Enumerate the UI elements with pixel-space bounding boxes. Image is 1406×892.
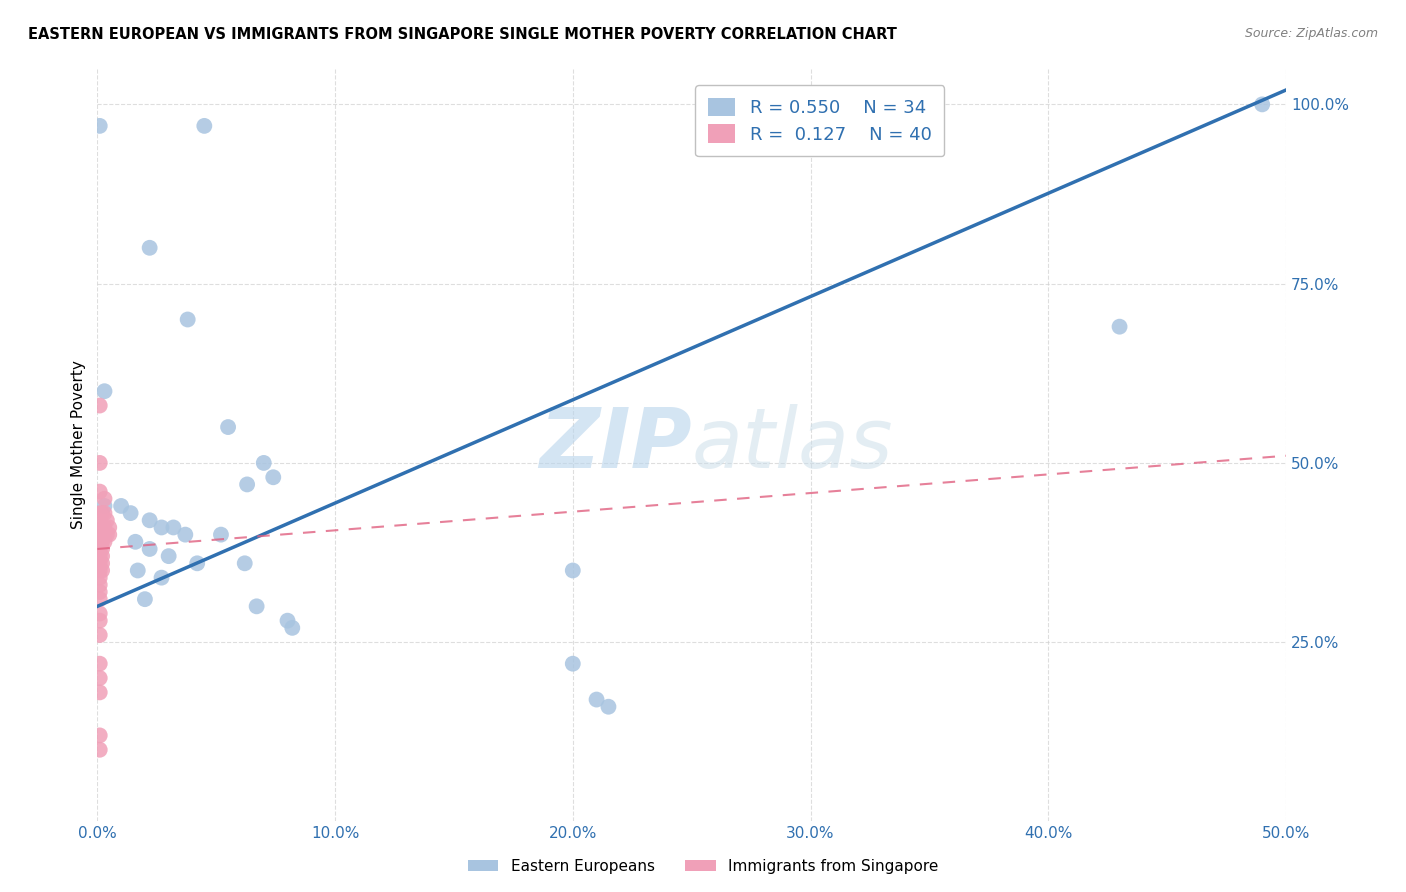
- Point: [89, 571, 111, 585]
- Text: atlas: atlas: [692, 404, 893, 485]
- Point: [176, 312, 198, 326]
- Point: [93, 527, 115, 541]
- Point: [89, 657, 111, 671]
- Point: [93, 491, 115, 506]
- Point: [120, 506, 142, 520]
- Point: [93, 534, 115, 549]
- Point: [1108, 319, 1130, 334]
- Point: [89, 119, 111, 133]
- Point: [89, 456, 111, 470]
- Point: [89, 541, 111, 556]
- Point: [186, 557, 208, 571]
- Point: [89, 549, 111, 563]
- Point: [127, 564, 149, 578]
- Point: [262, 470, 284, 484]
- Point: [98, 520, 121, 534]
- Point: [561, 657, 583, 671]
- Y-axis label: Single Mother Poverty: Single Mother Poverty: [72, 360, 86, 530]
- Point: [93, 384, 115, 399]
- Point: [96, 513, 118, 527]
- Point: [1251, 97, 1274, 112]
- Point: [157, 549, 180, 563]
- Point: [193, 119, 215, 133]
- Point: [91, 506, 114, 520]
- Point: [138, 241, 160, 255]
- Point: [150, 520, 173, 534]
- Text: ZIP: ZIP: [538, 404, 692, 485]
- Point: [174, 527, 197, 541]
- Point: [89, 399, 111, 413]
- Point: [91, 564, 114, 578]
- Legend: R = 0.550    N = 34, R =  0.127    N = 40: R = 0.550 N = 34, R = 0.127 N = 40: [696, 85, 943, 156]
- Point: [138, 541, 160, 556]
- Point: [246, 599, 269, 614]
- Point: [91, 549, 114, 563]
- Point: [89, 685, 111, 699]
- Point: [93, 506, 115, 520]
- Text: EASTERN EUROPEAN VS IMMIGRANTS FROM SINGAPORE SINGLE MOTHER POVERTY CORRELATION : EASTERN EUROPEAN VS IMMIGRANTS FROM SING…: [28, 27, 897, 42]
- Point: [89, 607, 111, 621]
- Point: [91, 527, 114, 541]
- Text: Source: ZipAtlas.com: Source: ZipAtlas.com: [1244, 27, 1378, 40]
- Point: [89, 534, 111, 549]
- Point: [110, 499, 132, 513]
- Point: [561, 564, 583, 578]
- Point: [89, 728, 111, 742]
- Point: [89, 578, 111, 592]
- Point: [89, 614, 111, 628]
- Point: [89, 564, 111, 578]
- Point: [91, 557, 114, 571]
- Point: [91, 541, 114, 556]
- Point: [150, 571, 173, 585]
- Point: [89, 585, 111, 599]
- Point: [134, 592, 156, 607]
- Point: [91, 534, 114, 549]
- Point: [236, 477, 259, 491]
- Point: [138, 513, 160, 527]
- Point: [89, 557, 111, 571]
- Point: [89, 520, 111, 534]
- Point: [89, 671, 111, 685]
- Point: [162, 520, 184, 534]
- Point: [233, 557, 256, 571]
- Point: [277, 614, 299, 628]
- Point: [89, 743, 111, 757]
- Point: [93, 520, 115, 534]
- Point: [89, 628, 111, 642]
- Point: [89, 592, 111, 607]
- Point: [93, 499, 115, 513]
- Point: [585, 692, 607, 706]
- Point: [598, 699, 620, 714]
- Point: [253, 456, 276, 470]
- Legend: Eastern Europeans, Immigrants from Singapore: Eastern Europeans, Immigrants from Singa…: [461, 853, 945, 880]
- Point: [89, 527, 111, 541]
- Point: [209, 527, 232, 541]
- Point: [91, 520, 114, 534]
- Point: [281, 621, 304, 635]
- Point: [98, 527, 121, 541]
- Point: [89, 506, 111, 520]
- Point: [89, 484, 111, 499]
- Point: [96, 527, 118, 541]
- Point: [217, 420, 239, 434]
- Point: [124, 534, 146, 549]
